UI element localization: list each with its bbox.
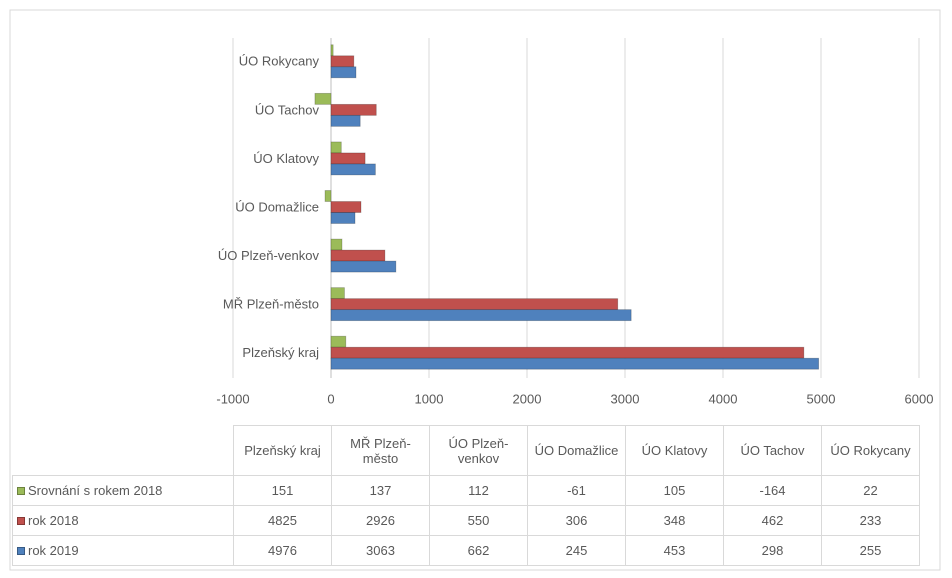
bar — [330, 141, 342, 154]
bar — [330, 44, 334, 57]
table-value: 22 — [821, 475, 920, 506]
y-tick-label: ÚO Domažlice — [235, 199, 319, 214]
table-value: 4976 — [233, 535, 332, 566]
legend-key — [17, 546, 25, 555]
table-value: -61 — [527, 475, 626, 506]
table-value: 453 — [625, 535, 724, 566]
table-header: ÚO Domažlice — [527, 425, 626, 476]
bar — [330, 335, 347, 348]
x-tick-label: 6000 — [905, 391, 934, 406]
table-header: ÚO Plzeň-venkov — [429, 425, 528, 476]
table-header: ÚO Tachov — [723, 425, 822, 476]
bar — [330, 260, 397, 273]
x-tick-label: 1000 — [415, 391, 444, 406]
legend-key — [17, 486, 25, 495]
y-tick-label: ÚO Rokycany — [239, 54, 320, 69]
x-tick-label: 2000 — [513, 391, 542, 406]
table-value: -164 — [723, 475, 822, 506]
table-value: 4825 — [233, 505, 332, 536]
legend-key — [17, 516, 25, 525]
table-value: 137 — [331, 475, 430, 506]
y-tick-label: ÚO Klatovy — [253, 151, 319, 166]
table-header: ÚO Rokycany — [821, 425, 920, 476]
legend-entry: rok 2018 — [12, 505, 234, 536]
bar — [330, 103, 377, 116]
x-tick-label: 5000 — [807, 391, 836, 406]
bar — [330, 55, 355, 68]
bar — [330, 201, 362, 213]
table-value: 298 — [723, 535, 822, 566]
y-tick-label: ÚO Tachov — [255, 102, 320, 117]
bar — [330, 66, 357, 79]
bar — [330, 357, 820, 370]
legend-entry: rok 2019 — [12, 535, 234, 566]
table-value: 3063 — [331, 535, 430, 566]
x-tick-label: -1000 — [216, 391, 249, 406]
table-value: 462 — [723, 505, 822, 536]
x-tick-label: 0 — [327, 391, 334, 406]
bar — [330, 309, 632, 322]
bar — [330, 152, 366, 165]
y-tick-label: MŘ Plzeň-město — [223, 297, 319, 312]
chart-border — [9, 9, 941, 571]
table-value: 245 — [527, 535, 626, 566]
bar — [330, 114, 361, 127]
legend-label: Srovnání s rokem 2018 — [28, 483, 163, 498]
table-value: 105 — [625, 475, 724, 506]
bar — [330, 212, 356, 224]
table-value: 255 — [821, 535, 920, 566]
table-value: 151 — [233, 475, 332, 506]
bar — [330, 249, 386, 262]
table-value: 233 — [821, 505, 920, 536]
y-tick-label: Plzeňský kraj — [242, 345, 319, 360]
bar — [324, 190, 332, 202]
table-value: 348 — [625, 505, 724, 536]
bar — [330, 163, 376, 176]
table-header: MŘ Plzeň-město — [331, 425, 430, 476]
bar — [330, 346, 805, 359]
table-value: 662 — [429, 535, 528, 566]
bar — [330, 287, 345, 300]
legend-label: rok 2019 — [28, 543, 79, 558]
legend-entry: Srovnání s rokem 2018 — [12, 475, 234, 506]
table-header: Plzeňský kraj — [233, 425, 332, 476]
table-value: 306 — [527, 505, 626, 536]
y-tick-label: ÚO Plzeň-venkov — [218, 248, 320, 263]
legend-label: rok 2018 — [28, 513, 79, 528]
bar — [330, 238, 343, 251]
table-header: ÚO Klatovy — [625, 425, 724, 476]
table-value: 2926 — [331, 505, 430, 536]
x-tick-label: 4000 — [709, 391, 738, 406]
table-value: 112 — [429, 475, 528, 506]
bar — [330, 298, 619, 311]
bar — [314, 92, 332, 105]
table-value: 550 — [429, 505, 528, 536]
x-tick-label: 3000 — [611, 391, 640, 406]
